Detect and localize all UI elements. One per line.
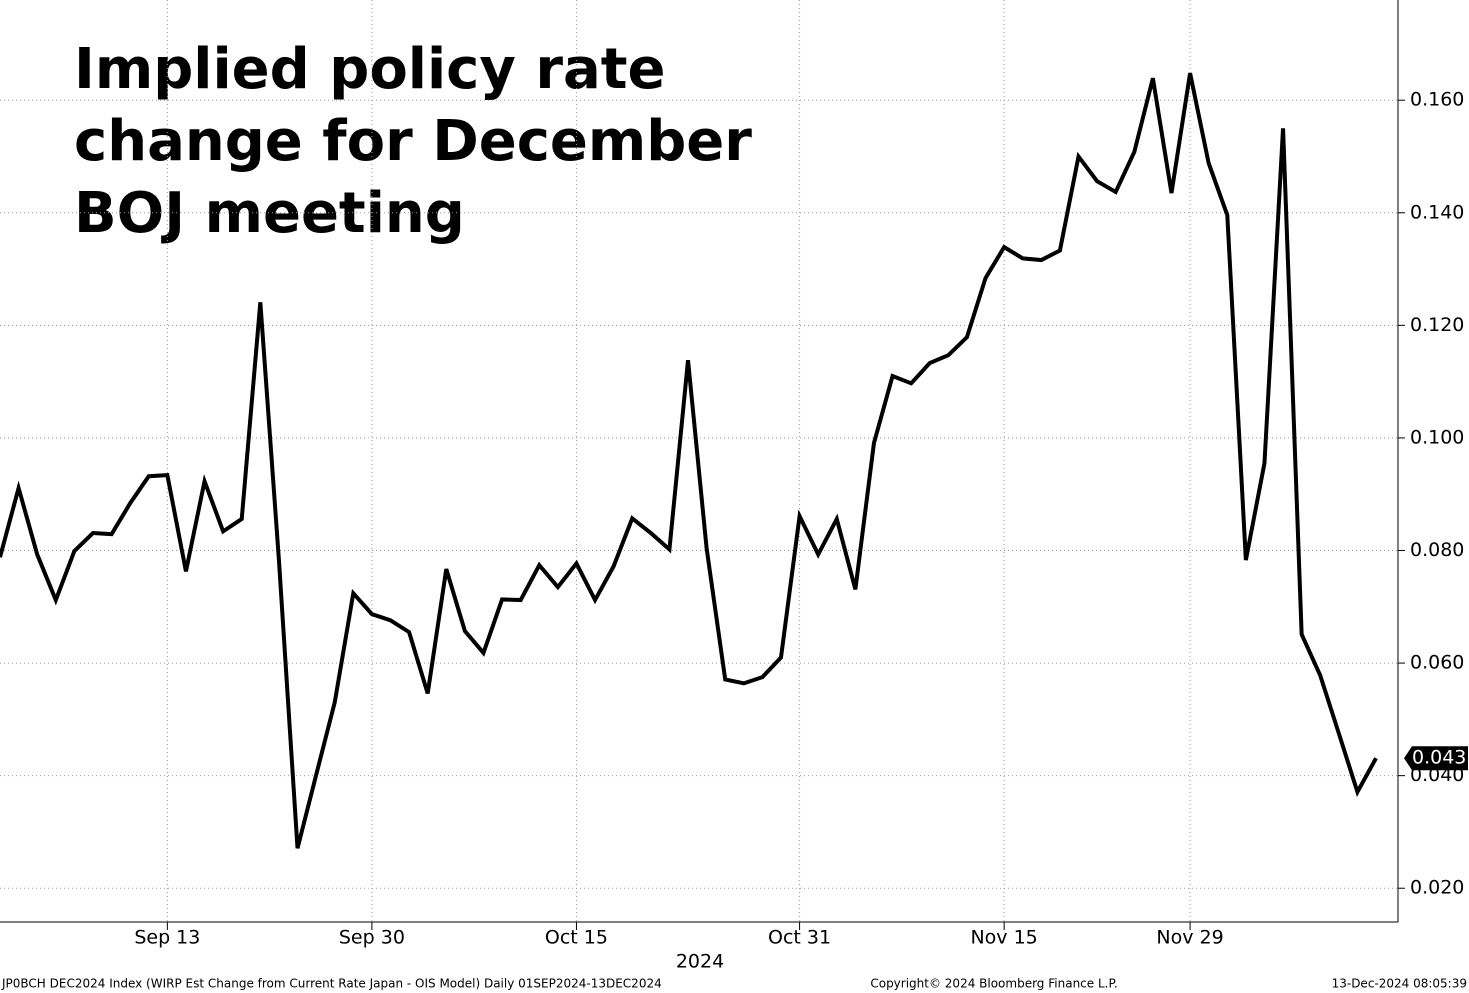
x-tick-label: Nov 15	[970, 927, 1037, 949]
x-tick-label: Sep 13	[134, 927, 200, 949]
chart-title: change for December	[74, 109, 752, 174]
y-tick-label: 0.140	[1410, 201, 1464, 223]
y-tick-label: 0.060	[1410, 652, 1464, 674]
chart-title: Implied policy rate	[74, 37, 666, 102]
footer-timestamp: 13-Dec-2024 08:05:39	[1332, 977, 1467, 991]
x-tick-label: Oct 15	[545, 927, 608, 949]
y-tick-label: 0.160	[1410, 89, 1464, 111]
x-tick-label: Nov 29	[1156, 927, 1223, 949]
last-value-tag	[1404, 746, 1468, 771]
footer-source: JP0BCH DEC2024 Index (WIRP Est Change fr…	[1, 977, 662, 991]
x-axis-label: 2024	[676, 951, 724, 973]
x-tick-label: Sep 30	[339, 927, 405, 949]
y-tick-label: 0.020	[1410, 877, 1464, 899]
chart-title: BOJ meeting	[74, 181, 465, 246]
y-tick-label: 0.100	[1410, 426, 1464, 448]
y-tick-label: 0.120	[1410, 314, 1464, 336]
line-series	[0, 72, 1378, 849]
y-tick-label: 0.080	[1410, 539, 1464, 561]
footer-copyright: Copyright© 2024 Bloomberg Finance L.P.	[870, 977, 1117, 991]
x-tick-label: Oct 31	[768, 927, 831, 949]
last-value-label: 0.043	[1412, 747, 1466, 769]
